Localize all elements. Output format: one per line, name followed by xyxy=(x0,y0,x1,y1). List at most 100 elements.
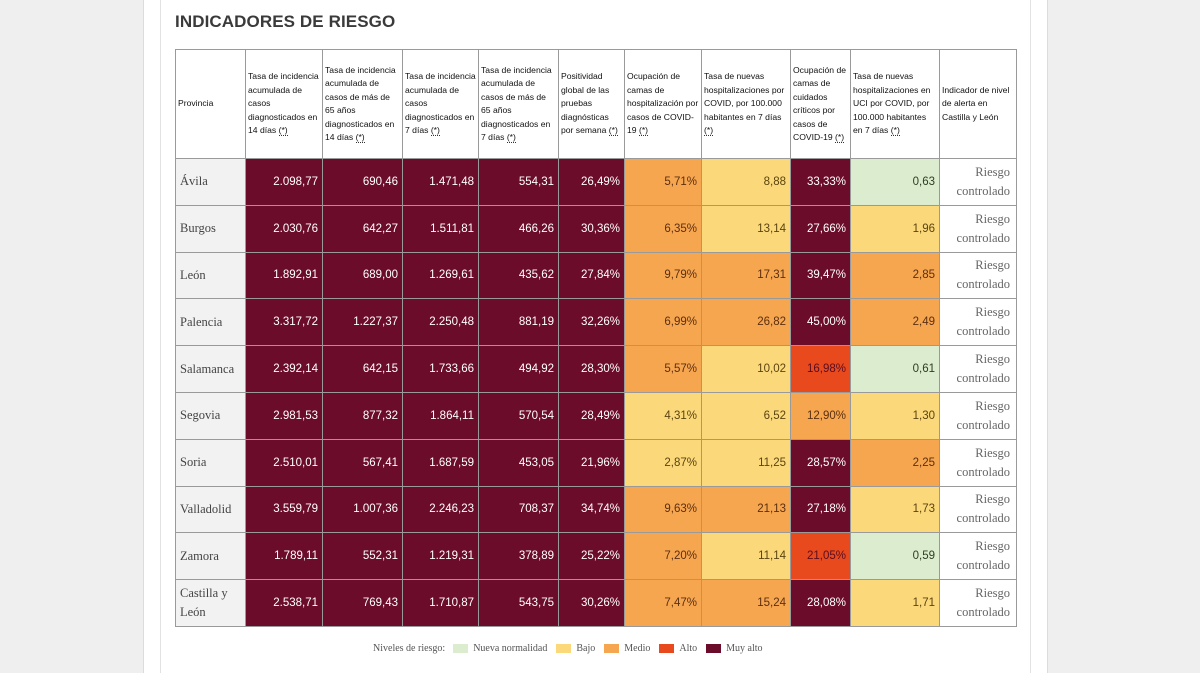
alert-level-cell: Riesgo controlado xyxy=(939,485,1017,534)
legend-items: Nueva normalidad Bajo Medio Alto Muy alto xyxy=(453,643,771,654)
indicator-cell: 8,88 xyxy=(701,158,791,206)
indicator-cell: 554,31 xyxy=(478,158,559,206)
column-header-label: Positividad global de las pruebas diagnó… xyxy=(561,71,610,136)
legend-swatch xyxy=(453,643,469,653)
indicator-cell: 1.687,59 xyxy=(402,438,479,487)
table-row: Palencia 3.317,72 1.227,37 2.250,48 881,19 32… xyxy=(175,298,1017,347)
column-header-label: Tasa de incidencia acumulada de casos de… xyxy=(481,64,552,143)
indicator-cell: 26,49% xyxy=(558,158,625,206)
table-row: León 1.892,91 689,00 1.269,61 435,62 27,84% 9,… xyxy=(175,251,1017,300)
indicator-cell: 0,61 xyxy=(850,345,940,393)
indicator-cell: 27,66% xyxy=(790,204,851,253)
indicator-cell: 9,79% xyxy=(624,251,702,300)
risk-legend: Niveles de riesgo: Nueva normalidad Bajo M… xyxy=(373,641,772,655)
footnote-link[interactable]: (*) xyxy=(430,125,440,137)
indicator-cell: 1,71 xyxy=(850,579,940,627)
footnote-link[interactable]: (*) xyxy=(355,132,365,143)
legend-swatch xyxy=(556,643,572,653)
indicator-cell: 25,22% xyxy=(558,532,625,581)
alert-level-cell: Riesgo controlado xyxy=(939,251,1017,300)
footnote-link[interactable]: (*) xyxy=(890,125,900,137)
indicator-cell: 2,85 xyxy=(850,251,940,300)
indicator-cell: 21,96% xyxy=(558,438,625,487)
indicator-cell: 1.864,11 xyxy=(402,391,479,440)
indicator-cell: 11,25 xyxy=(701,438,791,487)
indicator-cell: 34,74% xyxy=(558,485,625,534)
content-card xyxy=(160,0,1031,673)
alert-level-cell: Riesgo controlado xyxy=(939,158,1017,206)
indicator-cell: 27,84% xyxy=(558,251,625,300)
indicator-cell: 1.710,87 xyxy=(402,579,479,627)
legend-item: Alto xyxy=(659,643,697,654)
indicator-cell: 1.219,31 xyxy=(402,532,479,581)
province-cell: Ávila xyxy=(175,158,246,206)
indicator-cell: 28,30% xyxy=(558,345,625,393)
table-row: Soria 2.510,01 567,41 1.687,59 453,05 21,96% 2… xyxy=(175,438,1017,487)
indicator-cell: 13,14 xyxy=(701,204,791,253)
column-header: Tasa de incidencia acumulada de casos di… xyxy=(245,49,323,159)
indicator-cell: 30,26% xyxy=(558,579,625,627)
province-cell: Zamora xyxy=(175,532,246,581)
indicator-cell: 2.981,53 xyxy=(245,391,323,440)
table-row: Burgos 2.030,76 642,27 1.511,81 466,26 30,36%… xyxy=(175,204,1017,253)
legend-label: Muy alto xyxy=(726,642,763,654)
legend-label: Alto xyxy=(679,642,698,654)
indicator-cell: 26,82 xyxy=(701,298,791,347)
indicator-cell: 769,43 xyxy=(322,579,403,627)
province-cell: Burgos xyxy=(175,204,246,253)
indicator-cell: 378,89 xyxy=(478,532,559,581)
legend-item: Bajo xyxy=(556,643,595,654)
indicator-cell: 1.227,37 xyxy=(322,298,403,347)
column-header: Positividad global de las pruebas diagnó… xyxy=(558,49,625,159)
column-header-label: Indicador de nivel de alerta en Castilla… xyxy=(942,84,1010,122)
footnote-link[interactable]: (*) xyxy=(835,132,845,143)
table-row: Salamanca 2.392,14 642,15 1.733,66 494,92 28,… xyxy=(175,345,1017,393)
table-row: Valladolid 3.559,79 1.007,36 2.246,23 708,37… xyxy=(175,485,1017,534)
alert-level-cell: Riesgo controlado xyxy=(939,204,1017,253)
province-cell: León xyxy=(175,251,246,300)
column-header-label: Provincia xyxy=(178,98,214,109)
province-cell: Castilla y León xyxy=(175,579,246,627)
indicator-cell: 16,98% xyxy=(790,345,851,393)
alert-level-cell: Riesgo controlado xyxy=(939,579,1017,627)
column-header-label: Tasa de incidencia acumulada de casos di… xyxy=(248,71,319,136)
indicator-cell: 453,05 xyxy=(478,438,559,487)
indicator-cell: 494,92 xyxy=(478,345,559,393)
indicator-cell: 4,31% xyxy=(624,391,702,440)
column-header: Provincia xyxy=(175,49,246,159)
footnote-link[interactable]: (*) xyxy=(638,125,649,137)
indicator-cell: 2,25 xyxy=(850,438,940,487)
legend-swatch xyxy=(659,643,675,653)
alert-level-cell: Riesgo controlado xyxy=(939,532,1017,581)
footnote-link[interactable]: (*) xyxy=(704,125,714,137)
indicator-cell: 1.269,61 xyxy=(402,251,479,300)
indicator-cell: 32,26% xyxy=(558,298,625,347)
indicator-cell: 1.511,81 xyxy=(402,204,479,253)
indicator-cell: 466,26 xyxy=(478,204,559,253)
legend-swatch xyxy=(706,643,722,653)
indicator-cell: 28,49% xyxy=(558,391,625,440)
alert-level-cell: Riesgo controlado xyxy=(939,391,1017,440)
table-row: Segovia 2.981,53 877,32 1.864,11 570,54 28,49… xyxy=(175,391,1017,440)
alert-level-cell: Riesgo controlado xyxy=(939,298,1017,347)
column-header-label: Ocupación de camas de cuidados críticos … xyxy=(793,64,847,143)
footnote-link[interactable]: (*) xyxy=(506,132,516,143)
province-cell: Soria xyxy=(175,438,246,487)
indicator-cell: 3.559,79 xyxy=(245,485,323,534)
indicator-cell: 1,30 xyxy=(850,391,940,440)
indicator-cell: 10,02 xyxy=(701,345,791,393)
indicator-cell: 45,00% xyxy=(790,298,851,347)
indicator-cell: 5,57% xyxy=(624,345,702,393)
indicator-cell: 0,59 xyxy=(850,532,940,581)
indicator-cell: 642,27 xyxy=(322,204,403,253)
column-header-label: Tasa de nuevas hospitalizaciones por COV… xyxy=(704,71,785,122)
indicator-cell: 3.317,72 xyxy=(245,298,323,347)
footnote-link[interactable]: (*) xyxy=(278,125,288,137)
indicator-cell: 543,75 xyxy=(478,579,559,627)
indicator-cell: 881,19 xyxy=(478,298,559,347)
column-header-label: Tasa de incidencia acumulada de casos di… xyxy=(405,71,476,136)
footnote-link[interactable]: (*) xyxy=(608,125,618,137)
column-header-label: Tasa de nuevas hospitalizaciones en UCI … xyxy=(853,71,931,136)
indicator-cell: 9,63% xyxy=(624,485,702,534)
indicator-cell: 11,14 xyxy=(701,532,791,581)
